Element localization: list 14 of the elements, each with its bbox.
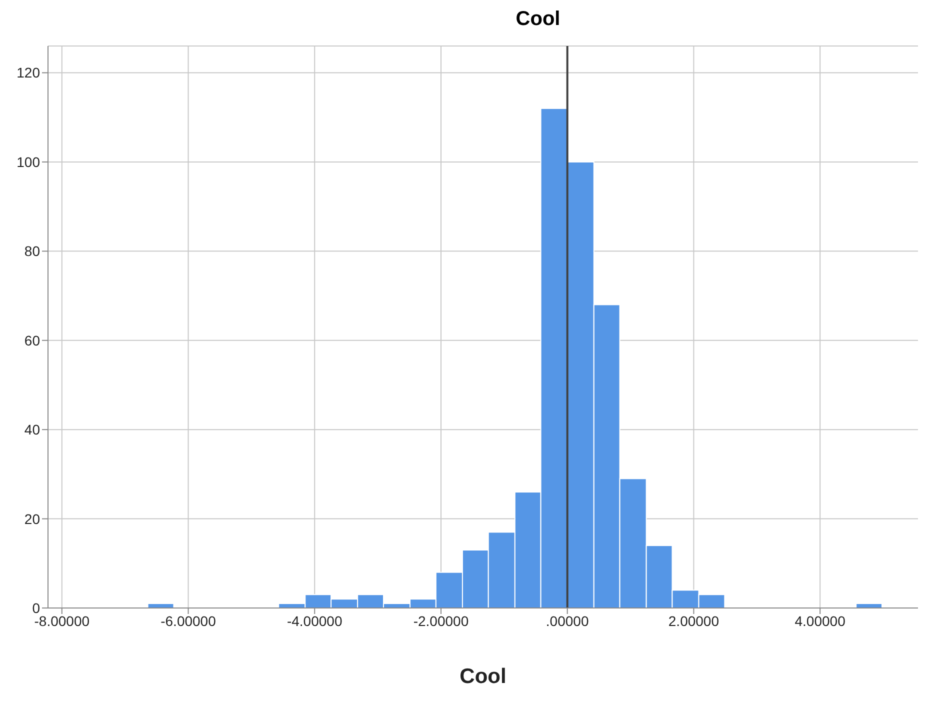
y-tick-label: 120 xyxy=(16,64,40,81)
y-tick-label: 100 xyxy=(16,154,40,170)
y-tick-label: 40 xyxy=(24,422,40,438)
x-tick-label: -6.00000 xyxy=(160,612,216,629)
y-tick-label: 20 xyxy=(24,510,40,527)
x-tick-label: .00000 xyxy=(546,612,589,629)
x-tick-label: 2.00000 xyxy=(668,612,720,629)
x-tick-label: -4.00000 xyxy=(286,612,342,629)
x-tick-label: 4.00000 xyxy=(794,612,846,629)
y-tick-label: 60 xyxy=(24,332,40,348)
x-axis-title: Cool xyxy=(460,665,506,688)
chart-title: Cool xyxy=(514,8,562,32)
x-tick-label: -2.00000 xyxy=(413,612,469,629)
y-tick-label: 80 xyxy=(24,243,40,260)
